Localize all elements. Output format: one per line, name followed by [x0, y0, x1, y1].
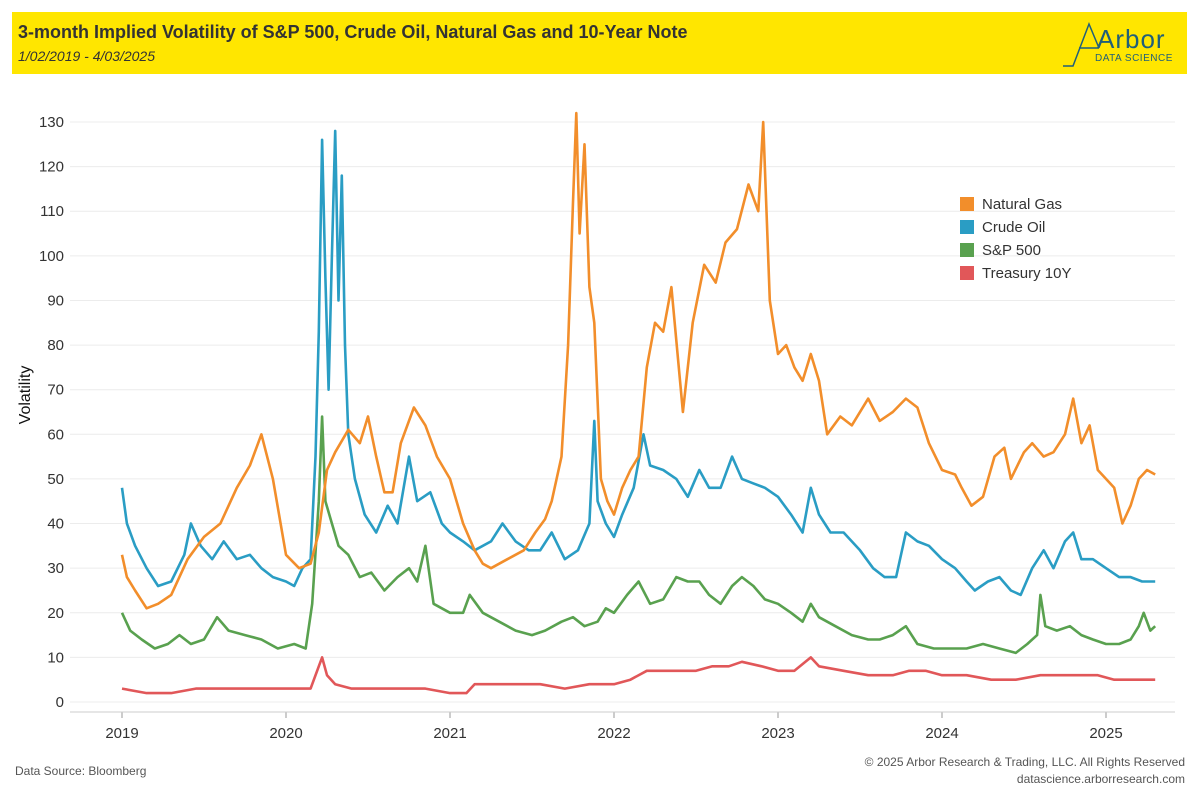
y-tick-label: 10 [47, 649, 64, 666]
y-tick-label: 70 [47, 382, 64, 399]
logo-subtitle: DATA SCIENCE [1095, 53, 1173, 64]
x-axis-ticks: 2019 2020 2021 2022 2023 2024 2025 [70, 711, 1175, 742]
series-line-treasury-10y [121, 656, 1156, 695]
x-tick-label: 2021 [433, 725, 466, 742]
logo-word: Arbor [1097, 24, 1166, 54]
legend-label-treasury-10y: Treasury 10Y [982, 265, 1071, 282]
y-tick-label: 40 [47, 516, 64, 533]
legend: Natural Gas Crude Oil S&P 500 Treasury 10Y [960, 196, 1071, 282]
y-tick-label: 130 [39, 114, 64, 131]
x-tick-label: 2019 [105, 725, 138, 742]
series-lines [120, 111, 1157, 695]
legend-label-natural-gas: Natural Gas [982, 196, 1062, 213]
y-axis-label: Volatility [17, 366, 34, 425]
x-tick-label: 2020 [269, 725, 302, 742]
legend-label-s-p-500: S&P 500 [982, 242, 1041, 259]
site-url: datascience.arborresearch.com [1016, 772, 1185, 786]
x-tick-label: 2022 [597, 725, 630, 742]
y-tick-label: 120 [39, 159, 64, 176]
legend-swatch-treasury-10y [960, 266, 974, 280]
legend-label-crude-oil: Crude Oil [982, 219, 1045, 236]
y-tick-label: 100 [39, 248, 64, 265]
series-line-natural-gas [120, 111, 1156, 610]
x-tick-label: 2024 [925, 725, 958, 742]
copyright-note: © 2025 Arbor Research & Trading, LLC. Al… [864, 755, 1185, 769]
y-tick-label: 110 [40, 203, 64, 220]
arbor-logo-mark-icon [1063, 21, 1100, 67]
y-tick-label: 50 [47, 471, 64, 488]
legend-swatch-natural-gas [960, 197, 974, 211]
x-tick-label: 2023 [761, 725, 794, 742]
y-tick-label: 30 [47, 560, 64, 577]
x-tick-label: 2025 [1089, 725, 1122, 742]
chart-subtitle: 1/02/2019 - 4/03/2025 [18, 48, 156, 64]
title-banner: 3-month Implied Volatility of S&P 500, C… [12, 12, 1187, 74]
y-tick-label: 80 [47, 337, 64, 354]
data-source-note: Data Source: Bloomberg [15, 764, 147, 778]
y-tick-label: 20 [47, 605, 64, 622]
legend-swatch-s-p-500 [960, 243, 974, 257]
y-tick-label: 90 [47, 292, 64, 309]
arbor-logo: Arbor DATA SCIENCE [1059, 18, 1179, 68]
chart-title: 3-month Implied Volatility of S&P 500, C… [18, 22, 688, 42]
y-axis-ticks: 0 10 20 30 40 50 60 70 80 90 100 110 120 130 [39, 114, 64, 711]
series-line-s-p-500 [120, 415, 1157, 655]
y-tick-label: 60 [47, 426, 64, 443]
y-tick-label: 0 [56, 694, 64, 711]
legend-swatch-crude-oil [960, 220, 974, 234]
grid-lines [70, 121, 1175, 703]
